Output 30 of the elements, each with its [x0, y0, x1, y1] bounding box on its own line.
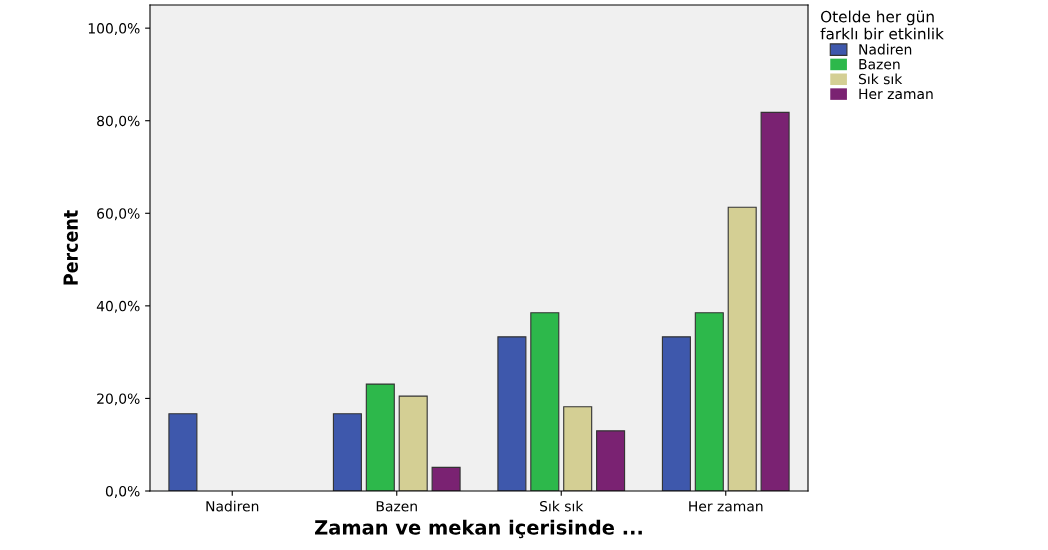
bar [563, 406, 593, 491]
bar [168, 413, 198, 491]
x-tick-label: Nadiren [206, 500, 259, 512]
legend-label: Bazen [859, 59, 900, 70]
bar [365, 383, 395, 491]
bar [530, 312, 560, 491]
bar [760, 111, 790, 491]
bar [332, 413, 362, 491]
y-tick-label: 20,0% [97, 393, 140, 406]
x-tick-label: Her zaman [689, 501, 763, 512]
bar [661, 336, 691, 491]
bar [398, 395, 428, 491]
bar [596, 430, 626, 491]
y-axis-title: Percent [63, 210, 78, 285]
legend-label: Her zaman [859, 88, 933, 100]
x-tick-label: Bazen [376, 501, 417, 512]
y-tick-label: 60,0% [97, 208, 140, 221]
legend-label: Sık sık [858, 73, 903, 85]
bar [431, 466, 461, 491]
y-tick-label: 80,0% [97, 115, 140, 128]
x-tick-label: Sık sık [540, 500, 584, 512]
bar [694, 312, 724, 491]
legend-label: Nadiren [859, 43, 912, 55]
y-tick-label: 100,0% [88, 23, 140, 36]
bar [727, 206, 757, 491]
bar [497, 336, 527, 491]
x-axis-title: Zaman ve mekan içerisinde ... [315, 519, 642, 539]
y-tick-label: 40,0% [96, 300, 140, 313]
y-tick-label: 0,0% [105, 485, 140, 498]
legend-title: Otelde her gün farklı bir etkinlik [820, 10, 944, 40]
